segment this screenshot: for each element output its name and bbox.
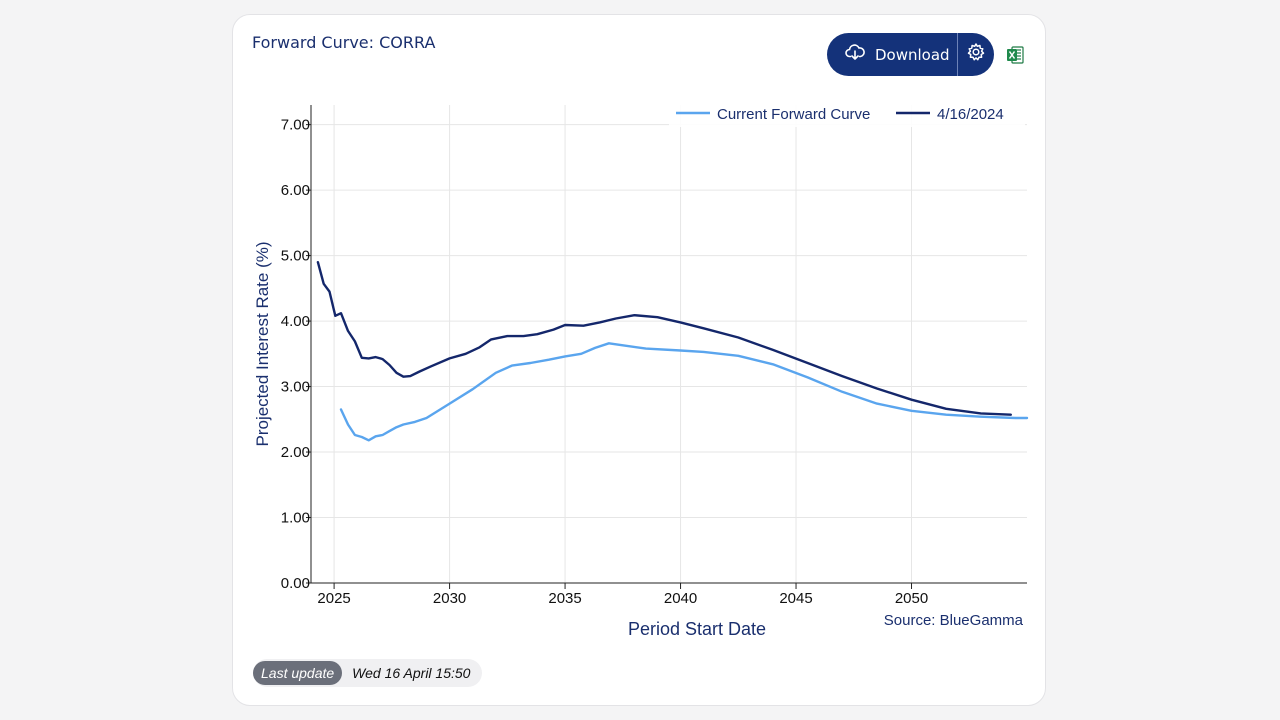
y-tick-label: 1.00 bbox=[281, 510, 310, 527]
download-separator bbox=[957, 33, 958, 76]
excel-icon[interactable] bbox=[1006, 46, 1024, 64]
y-tick-label: 0.00 bbox=[281, 575, 310, 592]
y-tick-label: 3.00 bbox=[281, 379, 310, 396]
download-label: Download bbox=[875, 45, 950, 64]
legend-label: 4/16/2024 bbox=[937, 106, 1004, 123]
x-tick-label: 2025 bbox=[317, 590, 350, 607]
gear-icon bbox=[966, 42, 986, 67]
last-update-status: Last update Wed 16 April 15:50 bbox=[253, 659, 483, 687]
legend-label: Current Forward Curve bbox=[717, 106, 870, 123]
y-tick-label: 4.00 bbox=[281, 313, 310, 330]
y-tick-label: 7.00 bbox=[281, 117, 310, 134]
download-main[interactable]: Download bbox=[827, 33, 957, 76]
x-tick-label: 2035 bbox=[548, 590, 581, 607]
y-tick-label: 2.00 bbox=[281, 444, 310, 461]
source-note: Source: BlueGamma bbox=[884, 612, 1024, 629]
cloud-download-icon bbox=[845, 43, 865, 66]
legend-background bbox=[669, 99, 1025, 127]
card-title: Forward Curve: CORRA bbox=[252, 33, 436, 52]
last-update-badge: Last update bbox=[253, 661, 343, 685]
x-tick-label: 2030 bbox=[433, 590, 466, 607]
x-tick-label: 2045 bbox=[779, 590, 812, 607]
x-tick-label: 2050 bbox=[895, 590, 928, 607]
series-line-current bbox=[339, 342, 1029, 442]
download-button[interactable]: Download bbox=[827, 33, 994, 76]
settings-button[interactable] bbox=[958, 33, 994, 76]
x-axis-title: Period Start Date bbox=[628, 619, 766, 639]
x-tick-label: 2040 bbox=[664, 590, 697, 607]
forward-curve-card: Forward Curve: CORRA Download bbox=[232, 14, 1046, 706]
series-line-4-16-2024 bbox=[316, 261, 1012, 416]
y-tick-label: 5.00 bbox=[281, 248, 310, 265]
last-update-time: Wed 16 April 15:50 bbox=[352, 665, 471, 681]
y-tick-label: 6.00 bbox=[281, 182, 310, 199]
y-axis-title: Projected Interest Rate (%) bbox=[253, 241, 272, 446]
